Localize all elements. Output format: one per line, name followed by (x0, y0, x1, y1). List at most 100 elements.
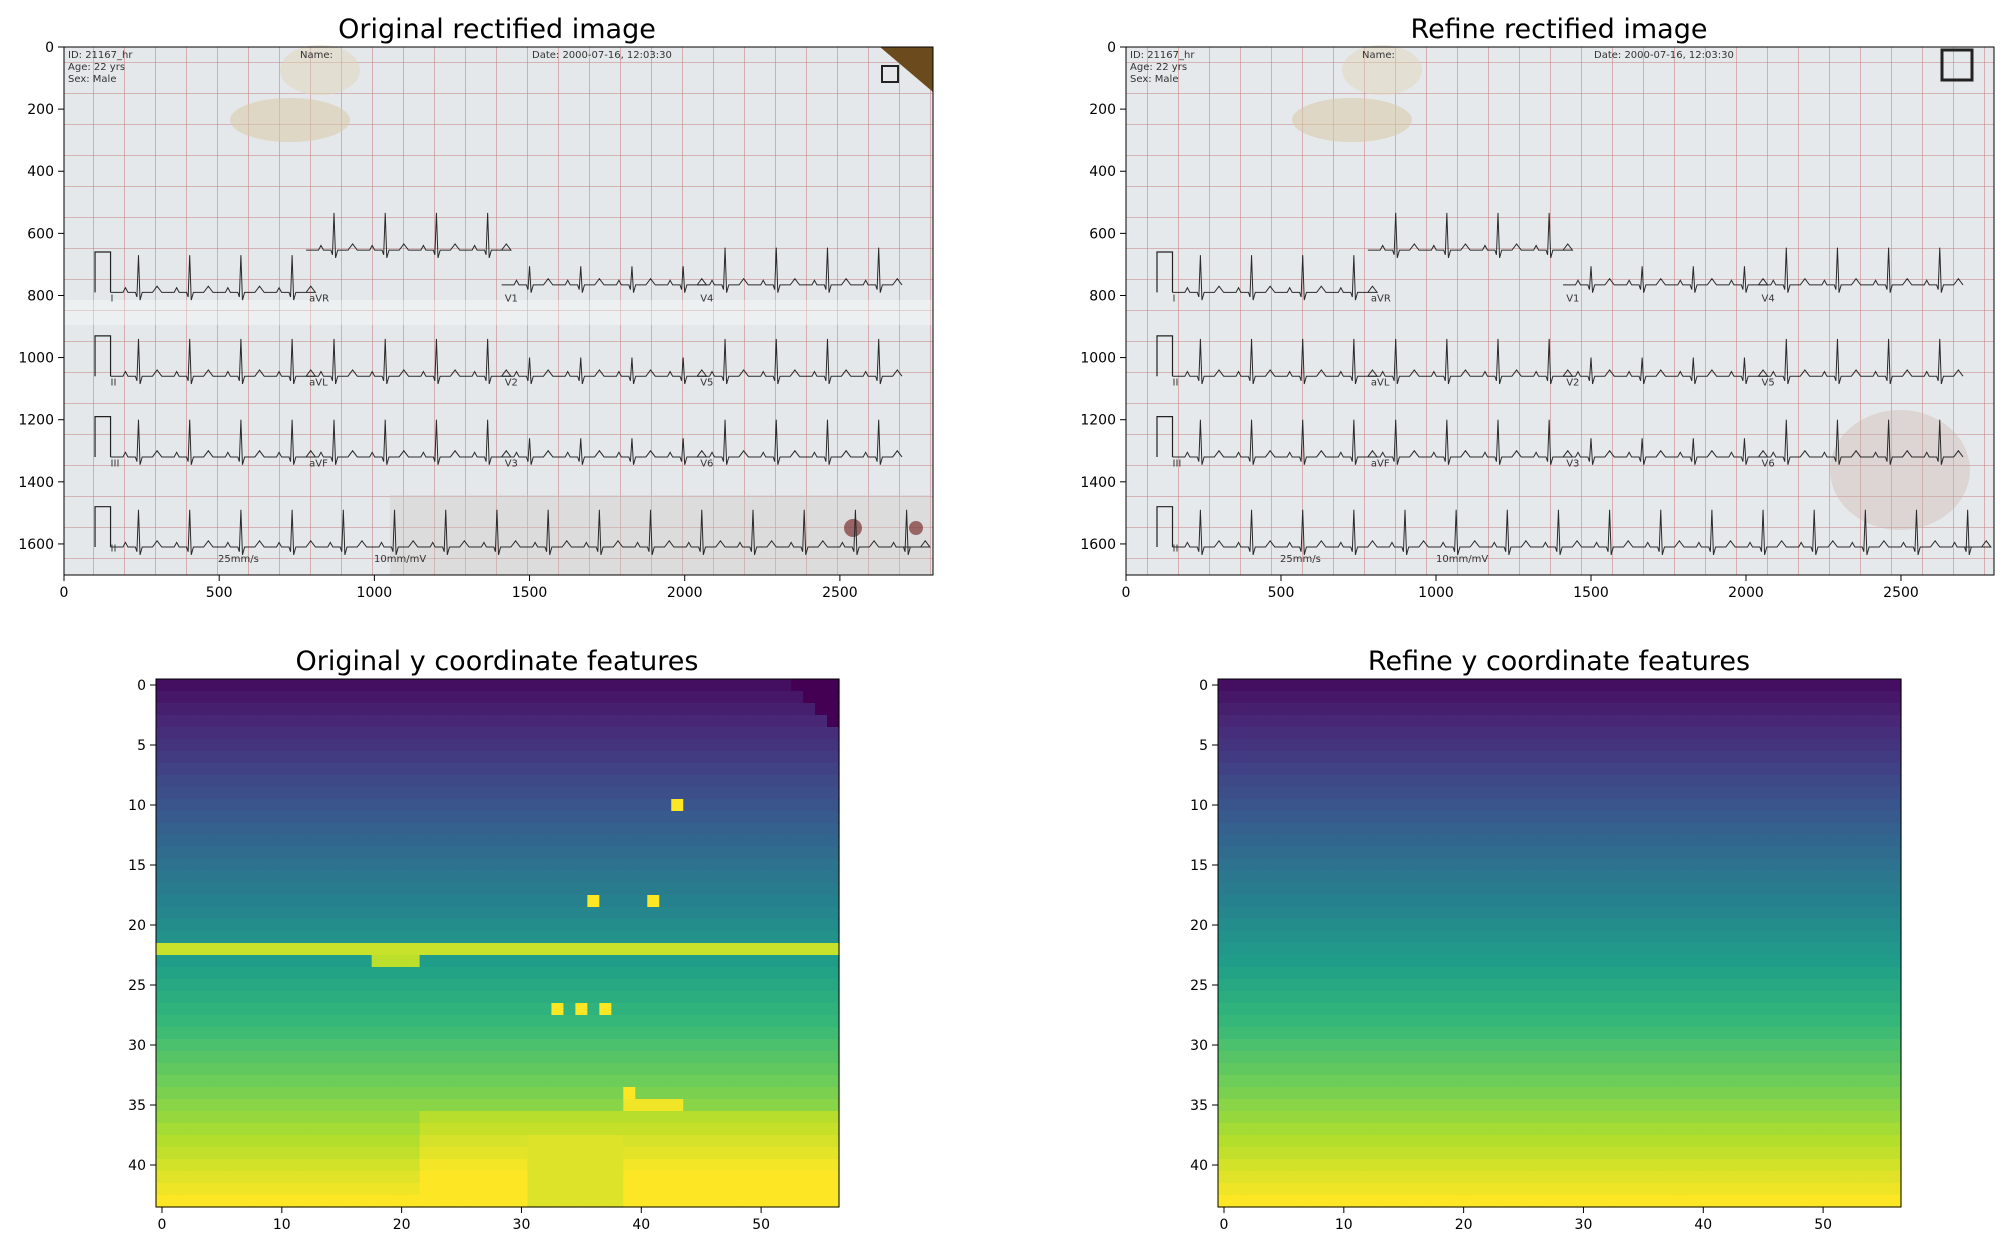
heatmap-cell (623, 955, 636, 968)
heatmap-cell (203, 895, 217, 908)
heatmap-cell (515, 739, 529, 752)
heatmap-cell (791, 919, 804, 932)
heatmap-cell (1745, 1051, 1758, 1064)
heatmap-cell (239, 1063, 253, 1076)
heatmap-cell (455, 1195, 469, 1208)
heatmap-cell (455, 979, 469, 992)
heatmap-cell (407, 847, 421, 860)
heatmap-cell (1685, 1147, 1698, 1160)
heatmap-cell (395, 787, 409, 800)
heatmap-cell (1218, 871, 1231, 884)
heatmap-cell (1397, 979, 1411, 992)
heatmap-cell (275, 739, 289, 752)
heatmap-cell (323, 883, 337, 896)
heatmap-cell (1709, 919, 1722, 932)
heatmap-cell (611, 823, 624, 836)
heatmap-cell (1577, 871, 1591, 884)
heatmap-cell (1481, 703, 1495, 716)
heatmap-cell (1889, 799, 1902, 812)
heatmap-cell (467, 835, 481, 848)
heatmap-cell (1625, 799, 1638, 812)
heatmap-cell (1841, 967, 1854, 980)
heatmap-cell (1829, 859, 1842, 872)
heatmap-cell (1325, 943, 1339, 956)
heatmap-cell (1733, 727, 1746, 740)
heatmap-cell (1337, 871, 1351, 884)
heatmap-cell (1865, 931, 1878, 944)
heatmap-cell (671, 847, 684, 860)
heatmap-cell (755, 1195, 768, 1208)
heatmap-cell (635, 1183, 648, 1196)
heatmap-cell (719, 715, 732, 728)
heatmap-cell (1673, 787, 1686, 800)
heatmap-cell (1481, 1027, 1495, 1040)
heatmap-cell (743, 775, 756, 788)
heatmap-cell (719, 1195, 732, 1208)
heatmap-cell (683, 1039, 696, 1052)
heatmap-cell (1541, 715, 1555, 728)
heatmap-cell (563, 1039, 576, 1052)
heatmap-cell (431, 1123, 445, 1136)
heatmap-cell (1745, 1123, 1758, 1136)
heatmap-cell (335, 919, 349, 932)
heatmap-cell (707, 931, 720, 944)
heatmap-cell (311, 787, 325, 800)
heatmap-cell (1517, 1135, 1531, 1148)
heatmap-cell (587, 1183, 600, 1196)
heatmap-cell (1277, 727, 1291, 740)
heatmap-cell (767, 823, 780, 836)
heatmap-cell (587, 751, 600, 764)
heatmap-cell (1265, 1027, 1279, 1040)
heatmap-cell (1373, 823, 1387, 836)
heatmap-cell (1757, 727, 1770, 740)
heatmap-cell (1265, 1075, 1279, 1088)
heatmap-cell (359, 727, 373, 740)
heatmap-cell (1637, 883, 1650, 896)
heatmap-cell (1361, 703, 1375, 716)
heatmap-cell (1589, 1147, 1603, 1160)
heatmap-cell (515, 1087, 529, 1100)
heatmap-cell (1673, 835, 1686, 848)
ecg-trace (110, 255, 317, 301)
heatmap-cell (443, 931, 457, 944)
heatmap-cell (611, 1039, 624, 1052)
heatmap-cell (1889, 1063, 1902, 1076)
heatmap-cell (311, 1063, 325, 1076)
heatmap-cell (695, 1027, 708, 1040)
heatmap-cell (671, 1003, 684, 1016)
heatmap-cell (395, 1075, 409, 1088)
heatmap-cell (1613, 775, 1627, 788)
heatmap-cell (1277, 1159, 1291, 1172)
heatmap-cell (527, 1123, 541, 1136)
heatmap-cell (827, 787, 840, 800)
heatmap-cell (1697, 1147, 1710, 1160)
heatmap-cell (407, 1051, 421, 1064)
heatmap-cell (275, 1147, 289, 1160)
heatmap-cell (335, 1027, 349, 1040)
heatmap-cell (1697, 715, 1710, 728)
heatmap-cell (551, 1003, 565, 1016)
heatmap-cell (1253, 1003, 1267, 1016)
heatmap-cell (1469, 931, 1483, 944)
y-tick-label: 1600 (1080, 537, 1116, 553)
heatmap-cell (587, 703, 600, 716)
heatmap-cell (587, 931, 600, 944)
heatmap-cell (1385, 979, 1399, 992)
heatmap-cell (191, 775, 205, 788)
heatmap-cell (539, 907, 553, 920)
heatmap-cell (791, 1051, 804, 1064)
heatmap-cell (179, 955, 193, 968)
heatmap-cell (323, 931, 337, 944)
heatmap-cell (1601, 1027, 1615, 1040)
heatmap-cell (347, 715, 361, 728)
heatmap-cell (311, 703, 325, 716)
heatmap-cell (635, 1099, 648, 1112)
ecg-id-text: ID: 21167_hr (68, 50, 133, 61)
heatmap-cell (251, 1111, 265, 1124)
heatmap-cell (167, 955, 181, 968)
lead-label: aVF (1371, 458, 1390, 469)
heatmap-cell (503, 1195, 517, 1208)
chart-title: Refine y coordinate features (1368, 646, 1750, 677)
heatmap-cell (1277, 859, 1291, 872)
heatmap-cell (1589, 727, 1603, 740)
